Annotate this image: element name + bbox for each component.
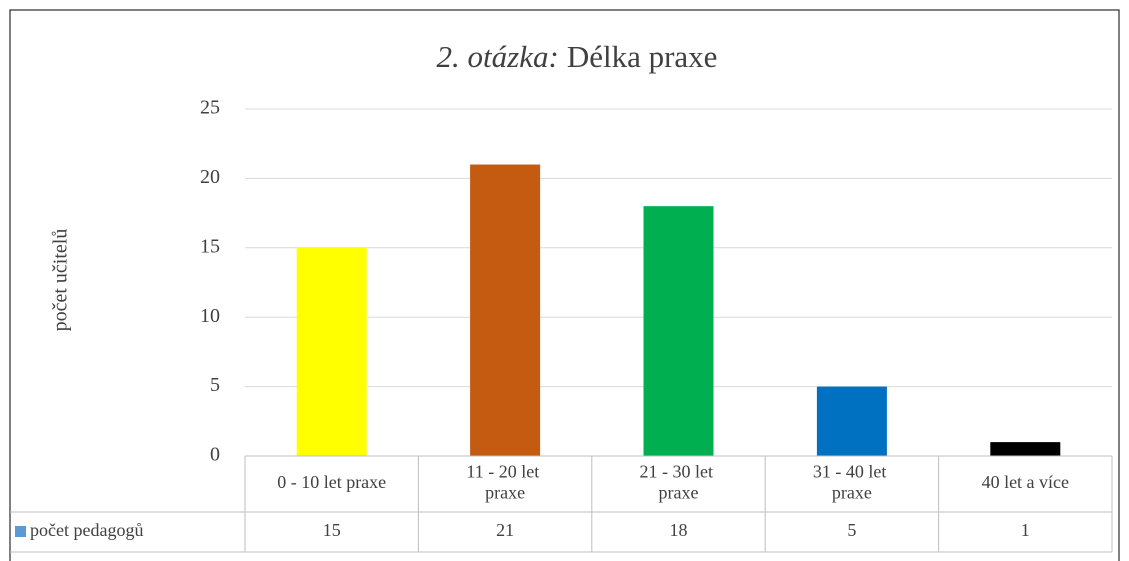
data-table-value: 5	[847, 520, 856, 540]
bar	[643, 206, 714, 456]
x-tick-label: 11 - 20 let praxe	[466, 462, 543, 503]
bar	[816, 386, 887, 456]
bar	[990, 442, 1061, 456]
chart-frame	[9, 9, 1120, 561]
y-tick-label: 20	[200, 166, 220, 188]
title-prefix: 2. otázka:	[437, 39, 559, 74]
x-tick-label: 0 - 10 let praxe	[277, 472, 386, 492]
title-main: Délka praxe	[567, 39, 718, 74]
data-table-value: 1	[1021, 520, 1030, 540]
x-tick-label: 31 - 40 let praxe	[813, 462, 891, 503]
y-tick-label: 5	[210, 374, 220, 396]
y-axis-label: počet učitelů	[50, 229, 72, 332]
chart-title: 2. otázka: Délka praxe	[437, 39, 718, 74]
y-tick-label: 25	[200, 97, 220, 119]
bar	[470, 164, 541, 456]
bar	[296, 247, 367, 456]
x-tick-label: 21 - 30 let praxe	[640, 462, 718, 503]
data-table-value: 21	[496, 520, 514, 540]
data-table-value: 18	[670, 520, 688, 540]
y-tick-label: 0	[210, 444, 220, 466]
x-tick-label: 40 let a více	[982, 472, 1069, 492]
data-table-value: 15	[323, 520, 341, 540]
y-tick-label: 10	[200, 305, 220, 327]
legend-key	[15, 526, 26, 537]
legend-label: počet pedagogů	[30, 520, 143, 540]
y-tick-label: 15	[200, 235, 220, 257]
